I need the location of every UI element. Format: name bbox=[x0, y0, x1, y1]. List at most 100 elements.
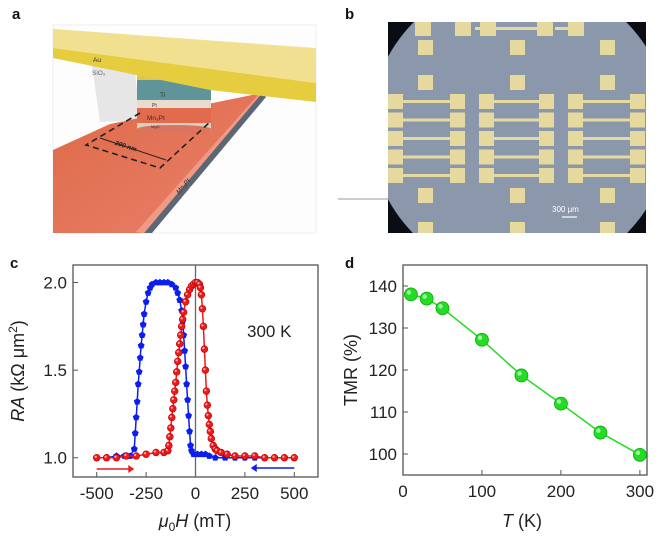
y-tick-label: 100 bbox=[369, 445, 397, 464]
data-point bbox=[182, 363, 189, 370]
x-tick-label: -250 bbox=[129, 484, 163, 503]
data-point-highlight bbox=[104, 455, 107, 458]
data-point-highlight bbox=[219, 450, 222, 453]
data-point-highlight bbox=[208, 429, 211, 432]
data-point-highlight bbox=[282, 455, 285, 458]
data-point bbox=[211, 454, 219, 461]
data-point-highlight bbox=[114, 455, 117, 458]
panel-label-c: c bbox=[10, 255, 19, 272]
data-point-highlight bbox=[203, 368, 206, 371]
data-point-highlight bbox=[209, 436, 212, 439]
data-point bbox=[435, 301, 450, 316]
data-point-highlight bbox=[94, 455, 97, 458]
data-point-highlight bbox=[166, 443, 169, 446]
panel-label-b: b bbox=[345, 6, 355, 23]
data-point-highlight bbox=[134, 453, 137, 457]
data-point bbox=[632, 447, 647, 462]
data-point-highlight bbox=[292, 455, 295, 458]
data-point-highlight bbox=[180, 317, 183, 320]
data-point bbox=[514, 368, 529, 383]
data-point-highlight bbox=[183, 299, 186, 302]
x-axis-label: μ0H (mT) bbox=[158, 511, 232, 534]
panel-label-d: d bbox=[345, 255, 355, 272]
data-point-highlight bbox=[202, 346, 205, 350]
data-point bbox=[183, 380, 190, 388]
data-point bbox=[138, 331, 146, 338]
data-point bbox=[134, 380, 142, 388]
sweep-up-arrow-head bbox=[128, 465, 135, 473]
y-tick-label: 120 bbox=[369, 361, 397, 380]
y-tick-label: 1.0 bbox=[43, 449, 67, 468]
x-tick-label: -500 bbox=[80, 484, 114, 503]
data-point-highlight bbox=[181, 310, 184, 313]
x-tick-label: 200 bbox=[547, 482, 575, 501]
y-axis-label: TMR (%) bbox=[341, 334, 361, 406]
data-point-highlight bbox=[477, 335, 483, 340]
data-point-highlight bbox=[201, 324, 204, 327]
data-point-highlight bbox=[172, 389, 175, 392]
data-point bbox=[136, 354, 144, 361]
data-point-highlight bbox=[173, 380, 176, 383]
data-point bbox=[142, 298, 150, 305]
data-point-highlight bbox=[207, 422, 210, 425]
x-tick-label: 250 bbox=[231, 484, 259, 503]
temperature-annotation: 300 K bbox=[247, 322, 292, 341]
data-point-highlight bbox=[438, 304, 443, 309]
data-point bbox=[475, 332, 489, 347]
data-point-highlight bbox=[635, 450, 641, 456]
data-point bbox=[174, 289, 182, 296]
data-point bbox=[144, 289, 152, 296]
data-point bbox=[133, 398, 141, 405]
data-point-highlight bbox=[178, 332, 181, 336]
x-tick-label: 100 bbox=[468, 482, 496, 501]
data-point bbox=[131, 429, 139, 437]
data-point bbox=[186, 427, 193, 435]
data-point-highlight bbox=[242, 453, 245, 457]
data-point-highlight bbox=[272, 455, 275, 458]
data-point bbox=[187, 441, 194, 449]
data-point-highlight bbox=[225, 452, 228, 455]
data-point bbox=[419, 291, 434, 306]
data-point bbox=[188, 447, 195, 454]
data-point-highlight bbox=[197, 282, 200, 285]
x-tick-label: 0 bbox=[398, 482, 407, 501]
data-point-highlight bbox=[165, 448, 168, 451]
data-point-highlight bbox=[199, 292, 202, 295]
data-point bbox=[137, 342, 145, 349]
x-axis-label: T (K) bbox=[502, 511, 542, 531]
data-point bbox=[140, 310, 148, 317]
data-point-highlight bbox=[124, 453, 127, 457]
data-point bbox=[135, 368, 143, 375]
y-tick-label: 2.0 bbox=[43, 274, 67, 293]
data-point-highlight bbox=[211, 443, 214, 446]
x-tick-label: 500 bbox=[280, 484, 308, 503]
data-point-highlight bbox=[177, 341, 180, 344]
data-point bbox=[130, 445, 138, 452]
y-tick-label: 140 bbox=[369, 277, 397, 296]
y-tick-label: 110 bbox=[370, 403, 397, 422]
data-point-highlight bbox=[200, 306, 203, 309]
data-point bbox=[593, 425, 608, 440]
data-point-highlight bbox=[215, 448, 218, 451]
sweep-down-arrow-head bbox=[250, 464, 257, 472]
data-point-highlight bbox=[596, 428, 601, 433]
data-point-highlight bbox=[205, 403, 208, 406]
data-point-highlight bbox=[174, 369, 177, 372]
data-point bbox=[554, 396, 568, 411]
data-point-highlight bbox=[167, 434, 170, 437]
data-point-highlight bbox=[144, 452, 147, 455]
y-axis-label: RA (kΩ μm2) bbox=[6, 320, 28, 422]
panel-label-a: a bbox=[12, 6, 21, 23]
x-tick-label: 300 bbox=[626, 482, 654, 501]
data-point-highlight bbox=[161, 450, 164, 453]
y-tick-label: 130 bbox=[369, 319, 397, 338]
data-point bbox=[139, 321, 147, 328]
data-point-highlight bbox=[206, 413, 209, 416]
y-tick-label: 1.5 bbox=[43, 361, 67, 380]
data-point bbox=[181, 347, 189, 354]
data-point-highlight bbox=[171, 397, 174, 401]
data-point bbox=[184, 396, 191, 403]
data-point-highlight bbox=[517, 371, 522, 376]
